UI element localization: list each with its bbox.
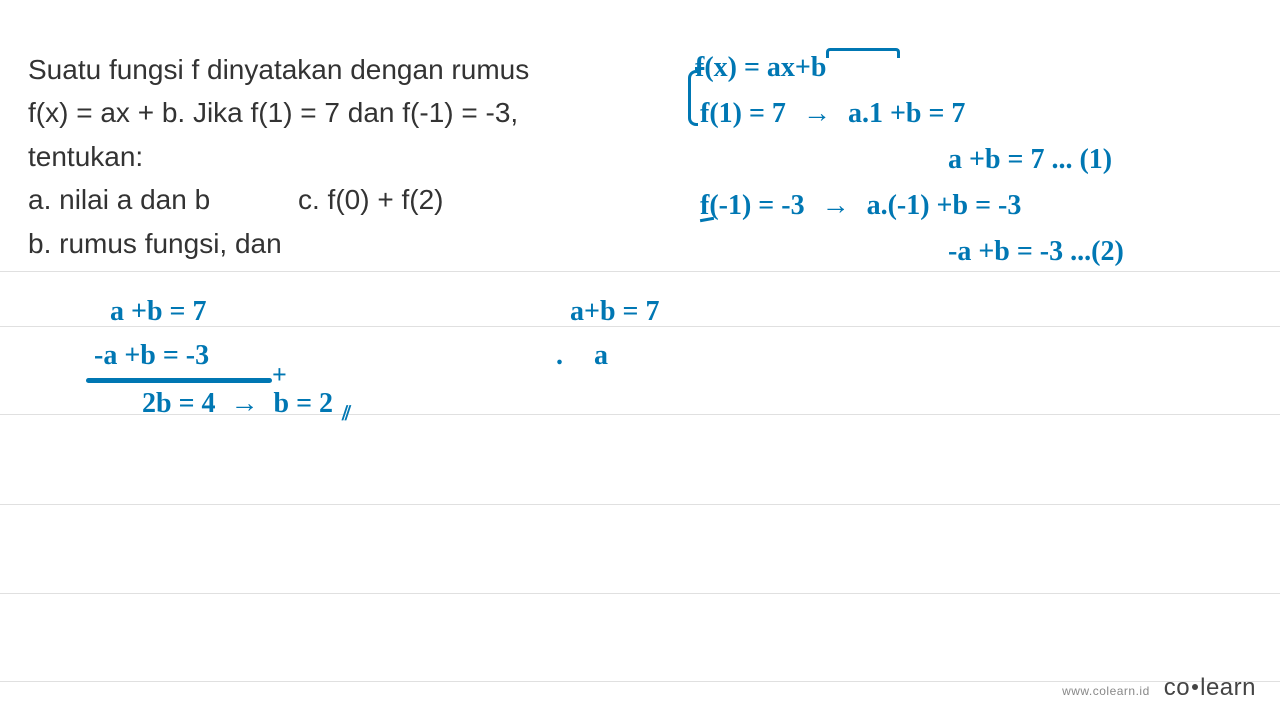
problem-option-b: b. rumus fungsi, dan [28,222,618,265]
hw-fm1-eq: f(-1) = -3 → a.(-1) +b = -3 [700,190,1021,222]
hw-fx-def: f(x) = ax+b [695,52,826,84]
footer: www.colearn.id colearn [1062,674,1256,702]
annotation-bracket-icon [826,48,900,58]
problem-line-2: f(x) = ax + b. Jika f(1) = 7 dan f(-1) =… [28,91,618,134]
problem-option-a: a. nilai a dan b [28,178,298,221]
problem-statement: Suatu fungsi f dinyatakan dengan rumus f… [28,48,618,265]
hw-elim-l1: a +b = 7 [110,296,206,328]
hw-subst-dot: . [556,340,563,372]
addition-line-icon [86,378,272,383]
hw-subst-l2: a [594,340,608,372]
dot-icon [1192,684,1198,690]
hw-elim-result: 2b = 4 → b = 2 ⫽ [142,388,351,420]
hw-f1-eq: f(1) = 7 → a.1 +b = 7 [700,98,965,130]
footer-brand-logo: colearn [1164,674,1256,702]
brace-icon [688,70,698,126]
problem-line-1: Suatu fungsi f dinyatakan dengan rumus [28,48,618,91]
hw-subst-l1: a+b = 7 [570,296,659,328]
problem-option-c: c. f(0) + f(2) [298,178,443,221]
footer-url: www.colearn.id [1062,684,1150,698]
hw-eq-2: -a +b = -3 ...(2) [948,236,1124,268]
hw-elim-l2: -a +b = -3 [94,340,209,372]
problem-line-3: tentukan: [28,135,618,178]
hw-plus-sign: + [272,360,287,390]
hw-eq-1: a +b = 7 ... (1) [948,144,1112,176]
